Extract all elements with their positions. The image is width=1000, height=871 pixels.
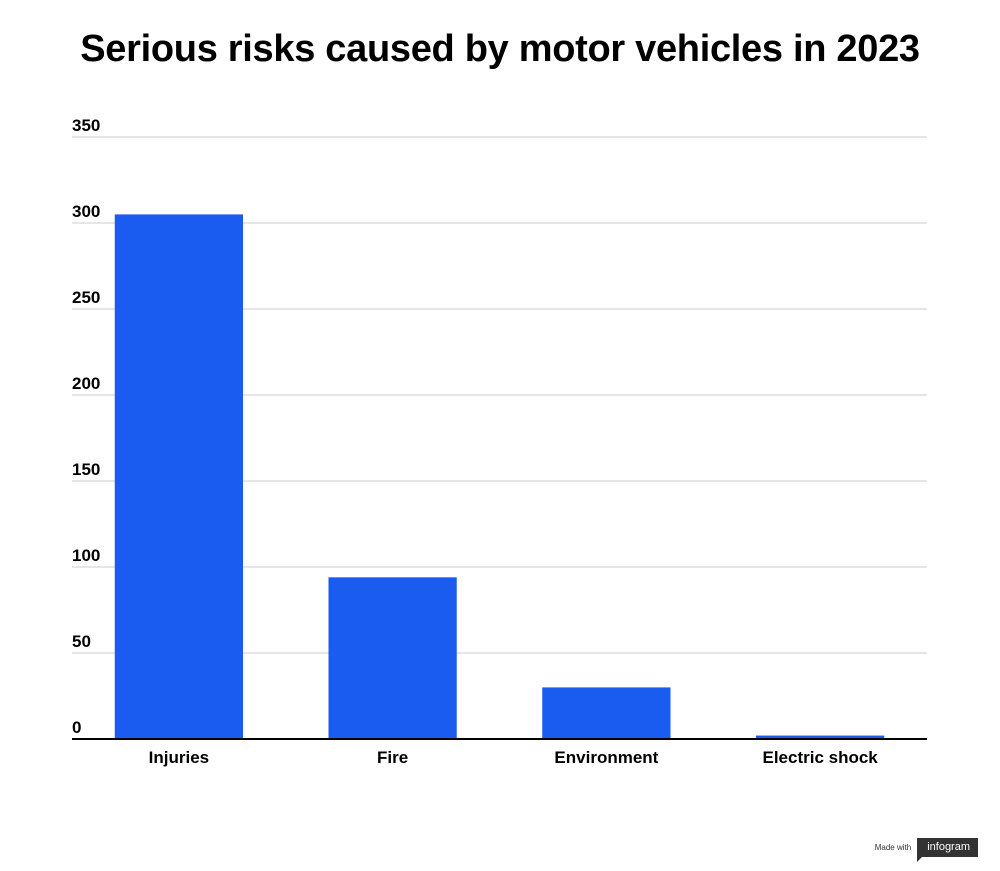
- x-tick-label: Environment: [554, 748, 658, 767]
- bars: [114, 214, 885, 739]
- chart-title: Serious risks caused by motor vehicles i…: [80, 28, 920, 70]
- y-tick-label: 300: [72, 202, 100, 221]
- y-tick-label: 50: [72, 632, 91, 651]
- x-tick-label: Injuries: [149, 748, 209, 767]
- y-axis-tick-labels: 0 50 100 150 200 250 300 350: [72, 116, 100, 737]
- made-with-infogram-badge[interactable]: Made with infogram: [874, 838, 978, 862]
- bar-electric-shock[interactable]: [756, 735, 885, 739]
- made-with-label: Made with: [874, 843, 912, 852]
- x-tick-label: Electric shock: [762, 748, 878, 767]
- x-tick-label: Fire: [377, 748, 408, 767]
- infogram-logo: infogram: [917, 838, 978, 862]
- y-tick-label: 250: [72, 288, 100, 307]
- y-tick-label: 0: [72, 718, 81, 737]
- y-tick-label: 200: [72, 374, 100, 393]
- y-tick-label: 100: [72, 546, 100, 565]
- bar-injuries[interactable]: [114, 214, 243, 739]
- y-tick-label: 150: [72, 460, 100, 479]
- bar-environment[interactable]: [542, 687, 671, 739]
- bar-fire[interactable]: [328, 577, 457, 739]
- y-tick-label: 350: [72, 116, 100, 135]
- x-axis-tick-labels: Injuries Fire Environment Electric shock: [149, 748, 879, 767]
